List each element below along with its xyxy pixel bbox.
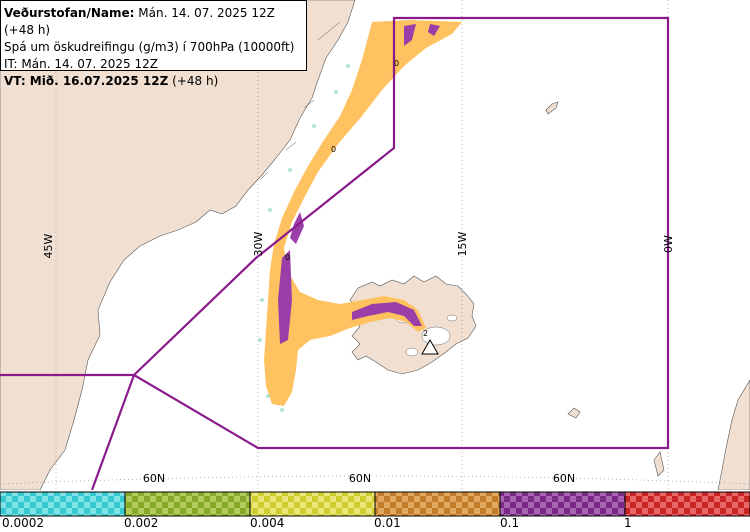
legend-tick-5: 1 <box>624 516 632 530</box>
info-line-1: Veðurstofan/Name: Mán. 14. 07. 2025 12Z … <box>4 5 303 39</box>
lon-label-0w: 0W <box>662 235 675 253</box>
shetland <box>653 451 665 477</box>
legend-bins <box>0 491 750 517</box>
greenland-land <box>0 0 356 490</box>
legend-tick-1: 0.002 <box>124 516 159 530</box>
info-line-4: VT: Mið. 16.07.2025 12Z (+48 h) <box>4 73 303 90</box>
info-line-2: Spá um öskudreifingu (g/m3) í 700hPa (10… <box>4 40 295 54</box>
contour-label-4: 2 <box>423 329 428 338</box>
legend-bin-5 <box>624 491 750 517</box>
legend-tick-2: 0.004 <box>250 516 285 530</box>
faroe-islands <box>567 407 581 419</box>
legend-bin-3 <box>374 491 501 517</box>
norway-coast <box>717 379 750 490</box>
legend-bin-1 <box>124 491 251 517</box>
lon-label-30w: 30W <box>252 231 265 256</box>
lon-label-45w: 45W <box>42 233 55 258</box>
legend-tick-3: 0.01 <box>374 516 401 530</box>
greenland-coast-detail <box>259 21 341 181</box>
contour-label-2: 0 <box>331 145 336 154</box>
info-issuer-label: Veðurstofan/Name: <box>4 6 135 20</box>
info-valid-offset: (+48 h) <box>168 74 219 88</box>
info-valid-time: VT: Mið. 16.07.2025 12Z <box>4 74 169 88</box>
legend-bin-0 <box>0 491 126 517</box>
info-line-3: IT: Mán. 14. 07. 2025 12Z <box>4 57 158 71</box>
legend-bin-2 <box>249 491 376 517</box>
legend-tick-0: 0.0002 <box>2 516 44 530</box>
lat-label-60n-1: 60N <box>143 472 165 485</box>
info-issue-time: Mán. 14. 07. 2025 12Z (+48 h) <box>4 6 275 37</box>
advisory-boundary <box>0 16 670 490</box>
lon-label-15w: 15W <box>456 231 469 256</box>
triangle-outline-icon <box>421 338 439 355</box>
contour-label-3: 0 <box>285 253 290 262</box>
jan-mayen <box>545 101 559 115</box>
legend-tick-4: 0.1 <box>500 516 520 530</box>
lat-label-60n-2: 60N <box>349 472 371 485</box>
ash-plume-fringe <box>258 64 350 412</box>
color-legend <box>0 491 750 517</box>
forecast-info-box: Veðurstofan/Name: Mán. 14. 07. 2025 12Z … <box>0 0 307 88</box>
map-canvas: 45W 30W 15W 0W 60N 60N 60N 0 0 0 2 <box>0 0 750 490</box>
lat-label-60n-3: 60N <box>553 472 575 485</box>
contour-label-1: 0 <box>394 59 399 68</box>
legend-bin-4 <box>499 491 626 517</box>
ash-plume-high <box>278 24 440 344</box>
